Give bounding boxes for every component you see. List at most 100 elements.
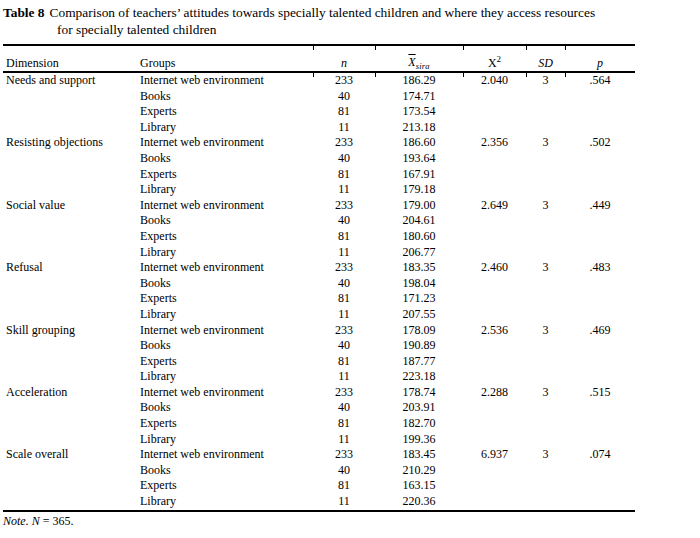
cell-chi2: [463, 291, 526, 307]
cell-mean: 171.23: [375, 291, 463, 307]
chi-square-exponent: 2: [497, 54, 502, 64]
cell-group: Library: [136, 432, 313, 448]
cell-n: 233: [313, 198, 375, 214]
cell-group: Internet web environment: [136, 72, 313, 89]
cell-dimension: Scale overall: [3, 447, 136, 463]
cell-n: 233: [313, 72, 375, 89]
cell-sd: 3: [526, 72, 565, 89]
cell-dimension: [3, 416, 136, 432]
cell-group: Books: [136, 213, 313, 229]
cell-sd: 3: [526, 385, 565, 401]
cell-n: 81: [313, 416, 375, 432]
cell-p: [565, 354, 635, 370]
cell-mean: 198.04: [375, 276, 463, 292]
col-header-mean-rank: Xsira: [375, 45, 463, 72]
cell-dimension: [3, 167, 136, 183]
cell-dimension: [3, 354, 136, 370]
cell-group: Books: [136, 151, 313, 167]
cell-dimension: [3, 276, 136, 292]
cell-chi2: [463, 416, 526, 432]
cell-n: 40: [313, 463, 375, 479]
table-row: Library11220.36: [3, 494, 635, 511]
cell-mean: 183.45: [375, 447, 463, 463]
cell-dimension: Resisting objections: [3, 135, 136, 151]
cell-sd: [526, 307, 565, 323]
cell-mean: 213.18: [375, 120, 463, 136]
cell-chi2: 2.460: [463, 260, 526, 276]
cell-mean: 174.71: [375, 89, 463, 105]
table-body: Needs and supportInternet web environmen…: [3, 72, 635, 511]
cell-p: [565, 213, 635, 229]
cell-sd: 3: [526, 260, 565, 276]
cell-dimension: [3, 104, 136, 120]
table-row: Books40210.29: [3, 463, 635, 479]
cell-group: Books: [136, 400, 313, 416]
cell-p: .074: [565, 447, 635, 463]
cell-group: Experts: [136, 167, 313, 183]
cell-sd: [526, 213, 565, 229]
cell-mean: 163.15: [375, 478, 463, 494]
cell-group: Experts: [136, 291, 313, 307]
cell-sd: 3: [526, 135, 565, 151]
table-row: RefusalInternet web environment233183.35…: [3, 260, 635, 276]
cell-group: Internet web environment: [136, 385, 313, 401]
cell-dimension: Social value: [3, 198, 136, 214]
paper-page: Table 8Comparison of teachers’ attitudes…: [0, 0, 700, 538]
cell-sd: [526, 167, 565, 183]
cell-p: [565, 478, 635, 494]
cell-sd: [526, 151, 565, 167]
cell-group: Library: [136, 307, 313, 323]
cell-mean: 193.64: [375, 151, 463, 167]
cell-group: Internet web environment: [136, 198, 313, 214]
cell-dimension: [3, 400, 136, 416]
cell-n: 81: [313, 229, 375, 245]
cell-chi2: [463, 494, 526, 511]
table-caption: Table 8Comparison of teachers’ attitudes…: [3, 4, 700, 38]
cell-mean: 223.18: [375, 369, 463, 385]
cell-chi2: [463, 182, 526, 198]
cell-chi2: [463, 354, 526, 370]
cell-p: [565, 432, 635, 448]
cell-chi2: [463, 307, 526, 323]
cell-p: .515: [565, 385, 635, 401]
cell-sd: [526, 89, 565, 105]
cell-group: Internet web environment: [136, 447, 313, 463]
col-header-p: p: [565, 45, 635, 72]
cell-chi2: [463, 369, 526, 385]
cell-sd: [526, 369, 565, 385]
cell-dimension: [3, 213, 136, 229]
cell-chi2: [463, 400, 526, 416]
cell-n: 233: [313, 385, 375, 401]
cell-dimension: [3, 182, 136, 198]
cell-p: .502: [565, 135, 635, 151]
cell-dimension: [3, 478, 136, 494]
table-row: Scale overallInternet web environment233…: [3, 447, 635, 463]
cell-dimension: [3, 89, 136, 105]
table-row: Experts81173.54: [3, 104, 635, 120]
cell-n: 81: [313, 354, 375, 370]
table-row: Social valueInternet web environment2331…: [3, 198, 635, 214]
table-row: Books40203.91: [3, 400, 635, 416]
cell-mean: 207.55: [375, 307, 463, 323]
table-row: Experts81180.60: [3, 229, 635, 245]
cell-sd: [526, 276, 565, 292]
cell-sd: [526, 245, 565, 261]
cell-mean: 178.09: [375, 323, 463, 339]
cell-chi2: [463, 463, 526, 479]
cell-mean: 173.54: [375, 104, 463, 120]
cell-p: [565, 400, 635, 416]
cell-n: 81: [313, 291, 375, 307]
cell-n: 11: [313, 432, 375, 448]
cell-sd: [526, 120, 565, 136]
cell-mean: 210.29: [375, 463, 463, 479]
table-row: Books40198.04: [3, 276, 635, 292]
cell-n: 11: [313, 182, 375, 198]
cell-group: Library: [136, 120, 313, 136]
table-row: Books40204.61: [3, 213, 635, 229]
cell-mean: 186.60: [375, 135, 463, 151]
table-row: Library11199.36: [3, 432, 635, 448]
cell-mean: 203.91: [375, 400, 463, 416]
cell-dimension: Refusal: [3, 260, 136, 276]
cell-p: [565, 182, 635, 198]
cell-sd: [526, 478, 565, 494]
